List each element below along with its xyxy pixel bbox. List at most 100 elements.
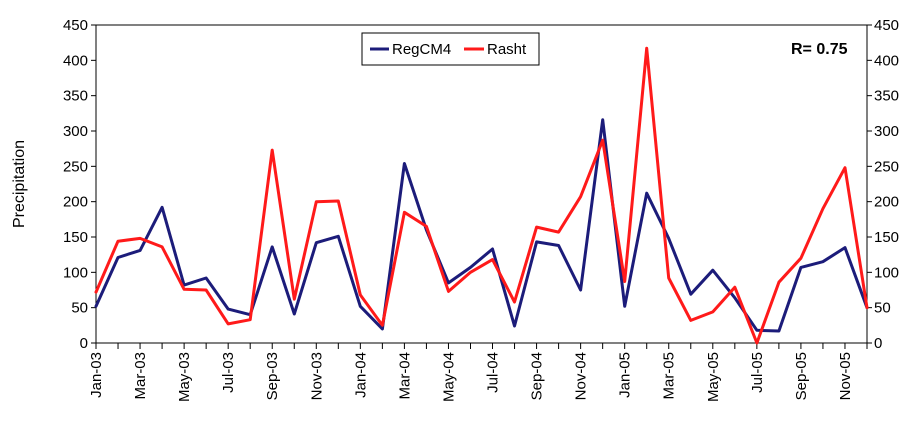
data-point-rasht xyxy=(623,280,626,283)
data-point-rasht xyxy=(205,289,208,292)
x-tick-label: Nov-03 xyxy=(308,352,325,400)
data-point-regcm4 xyxy=(337,235,340,238)
data-point-rasht xyxy=(866,306,869,309)
y-tick-label-right: 400 xyxy=(874,52,899,69)
data-point-regcm4 xyxy=(645,192,648,195)
data-point-rasht xyxy=(139,237,142,240)
data-point-rasht xyxy=(425,225,428,228)
data-point-rasht xyxy=(403,211,406,214)
data-point-regcm4 xyxy=(755,329,758,332)
data-point-regcm4 xyxy=(139,249,142,252)
y-tick-label-left: 150 xyxy=(63,229,88,246)
x-tick-label: Sep-03 xyxy=(264,352,281,400)
data-point-rasht xyxy=(491,258,494,261)
data-point-regcm4 xyxy=(205,276,208,279)
data-point-rasht xyxy=(271,149,274,152)
x-tick-label: Jul-03 xyxy=(220,352,237,393)
data-point-rasht xyxy=(117,240,120,243)
data-point-rasht xyxy=(337,199,340,202)
data-point-rasht xyxy=(799,257,802,260)
data-point-regcm4 xyxy=(469,266,472,269)
data-point-regcm4 xyxy=(777,329,780,332)
data-point-regcm4 xyxy=(601,118,604,121)
data-point-rasht xyxy=(315,200,318,203)
data-point-regcm4 xyxy=(711,269,714,272)
data-point-regcm4 xyxy=(403,162,406,165)
y-tick-label-left: 400 xyxy=(63,52,88,69)
data-point-regcm4 xyxy=(359,305,362,308)
correlation-annotation: R= 0.75 xyxy=(791,41,848,58)
data-point-rasht xyxy=(381,324,384,327)
x-tick-label: May-03 xyxy=(176,352,193,402)
data-point-rasht xyxy=(513,301,516,304)
x-tick-label: Jan-05 xyxy=(617,352,634,398)
y-axis-title: Precipitation xyxy=(11,140,28,228)
data-point-rasht xyxy=(667,276,670,279)
series-line-rasht xyxy=(94,46,869,345)
data-point-regcm4 xyxy=(381,327,384,330)
data-point-regcm4 xyxy=(623,305,626,308)
y-tick-label-left: 250 xyxy=(63,158,88,175)
x-tick-label: Sep-05 xyxy=(793,352,810,400)
series-lines xyxy=(94,46,869,345)
data-point-rasht xyxy=(821,207,824,210)
x-tick-label: Mar-03 xyxy=(132,352,149,400)
data-point-rasht xyxy=(689,319,692,322)
data-point-rasht xyxy=(249,318,252,321)
data-point-regcm4 xyxy=(117,256,120,259)
data-point-rasht xyxy=(161,245,164,248)
y-tick-label-left: 200 xyxy=(63,194,88,211)
data-point-regcm4 xyxy=(557,244,560,247)
data-point-regcm4 xyxy=(667,237,670,240)
data-point-regcm4 xyxy=(513,325,516,328)
data-point-rasht xyxy=(601,139,604,142)
y-tick-label-right: 450 xyxy=(874,17,899,34)
y-tick-label-left: 0 xyxy=(80,335,88,352)
data-point-rasht xyxy=(579,195,582,198)
data-point-rasht xyxy=(293,298,296,301)
legend: RegCM4 Rasht xyxy=(361,32,540,66)
axes: 0 0 50 50 100 100 150 150 200 200 250 250 300 300 350 3… xyxy=(63,17,899,402)
y-tick-label-right: 300 xyxy=(874,123,899,140)
data-point-regcm4 xyxy=(227,308,230,311)
data-point-regcm4 xyxy=(271,245,274,248)
data-point-rasht xyxy=(447,290,450,293)
series-line-regcm4 xyxy=(94,118,869,333)
data-point-rasht xyxy=(359,293,362,296)
x-tick-label: Mar-04 xyxy=(396,352,413,400)
data-point-regcm4 xyxy=(689,293,692,296)
data-point-rasht xyxy=(755,342,758,345)
data-point-rasht xyxy=(733,286,736,289)
data-point-rasht xyxy=(843,166,846,169)
x-tick-label: May-05 xyxy=(705,352,722,402)
y-tick-label-right: 0 xyxy=(874,335,882,352)
x-tick-label: Nov-04 xyxy=(573,352,590,400)
x-tick-label: Mar-05 xyxy=(661,352,678,400)
y-tick-label-left: 350 xyxy=(63,88,88,105)
y-tick-label-right: 100 xyxy=(874,264,899,281)
y-tick-label-right: 200 xyxy=(874,194,899,211)
data-point-rasht xyxy=(711,310,714,313)
plot-area xyxy=(95,24,868,344)
x-tick-label: Jan-04 xyxy=(352,352,369,398)
data-point-regcm4 xyxy=(535,240,538,243)
y-tick-label-right: 150 xyxy=(874,229,899,246)
data-point-regcm4 xyxy=(293,313,296,316)
y-tick-label-right: 350 xyxy=(874,88,899,105)
y-tick-label-left: 50 xyxy=(71,300,88,317)
data-point-rasht xyxy=(645,47,648,50)
data-point-regcm4 xyxy=(161,206,164,209)
data-point-regcm4 xyxy=(733,296,736,299)
legend-box xyxy=(361,32,540,66)
y-tick-label-left: 100 xyxy=(63,264,88,281)
data-point-regcm4 xyxy=(579,289,582,292)
x-tick-label: Sep-04 xyxy=(529,352,546,400)
data-point-rasht xyxy=(777,281,780,284)
data-point-regcm4 xyxy=(821,260,824,263)
x-tick-label: Nov-05 xyxy=(837,352,854,400)
x-tick-label: Jan-03 xyxy=(88,352,105,398)
y-tick-label-left: 450 xyxy=(63,17,88,34)
data-point-regcm4 xyxy=(95,305,98,308)
data-point-regcm4 xyxy=(315,241,318,244)
